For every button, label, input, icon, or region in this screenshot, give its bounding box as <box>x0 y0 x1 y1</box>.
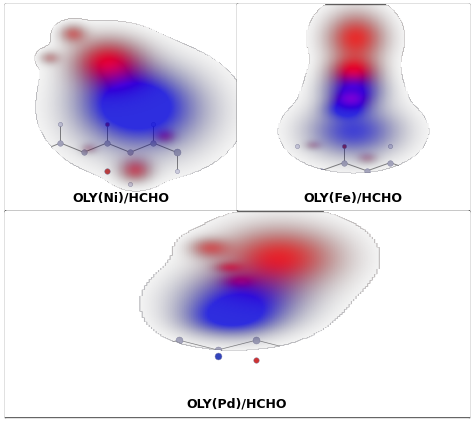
Text: OLY(Fe)/HCHO: OLY(Fe)/HCHO <box>304 191 402 204</box>
Text: OLY(Ni)/HCHO: OLY(Ni)/HCHO <box>73 191 169 204</box>
Text: OLY(Pd)/HCHO: OLY(Pd)/HCHO <box>187 397 287 410</box>
